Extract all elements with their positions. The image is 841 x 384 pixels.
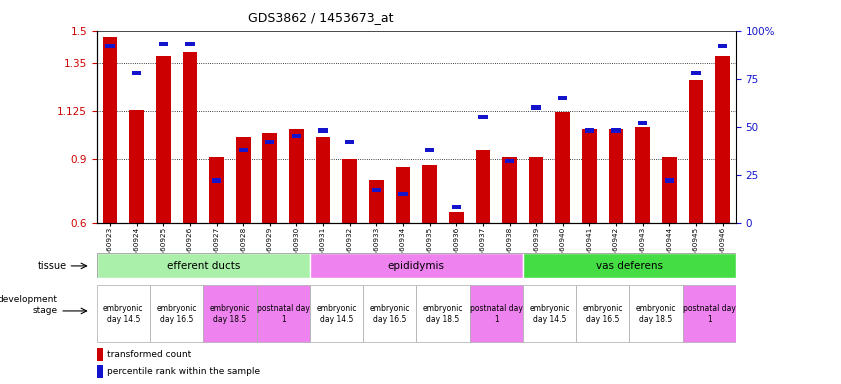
Text: embryonic
day 18.5: embryonic day 18.5 (423, 304, 463, 324)
Bar (235, 137, 251, 223)
Text: transformed count: transformed count (107, 350, 191, 359)
Bar (638, 121, 648, 125)
Bar (584, 128, 594, 133)
Bar (452, 205, 461, 210)
Bar (204, 285, 257, 343)
Bar (576, 285, 629, 343)
Bar (629, 285, 683, 343)
Text: postnatal day
1: postnatal day 1 (470, 304, 522, 324)
Bar (97, 348, 103, 361)
Bar (523, 253, 736, 278)
Bar (309, 253, 523, 278)
Bar (662, 157, 677, 223)
Bar (103, 37, 118, 223)
Bar (635, 127, 650, 223)
Text: embryonic
day 18.5: embryonic day 18.5 (636, 304, 676, 324)
Bar (469, 285, 523, 343)
Bar (395, 167, 410, 223)
Bar (185, 42, 194, 46)
Bar (475, 150, 490, 223)
Text: postnatal day
1: postnatal day 1 (683, 304, 736, 324)
Text: embryonic
day 16.5: embryonic day 16.5 (156, 304, 197, 324)
Text: efferent ducts: efferent ducts (167, 261, 240, 271)
Bar (156, 56, 171, 223)
Bar (159, 42, 168, 46)
Bar (502, 157, 517, 223)
Bar (532, 105, 541, 109)
Text: embryonic
day 18.5: embryonic day 18.5 (209, 304, 250, 324)
Bar (529, 157, 543, 223)
Bar (182, 52, 198, 223)
Text: embryonic
day 14.5: embryonic day 14.5 (316, 304, 357, 324)
Text: embryonic
day 16.5: embryonic day 16.5 (583, 304, 623, 324)
Text: percentile rank within the sample: percentile rank within the sample (107, 367, 260, 376)
Bar (715, 56, 730, 223)
Text: GDS3862 / 1453673_at: GDS3862 / 1453673_at (247, 12, 394, 25)
Bar (97, 285, 150, 343)
Bar (416, 285, 469, 343)
Bar (130, 110, 144, 223)
Text: tissue: tissue (38, 261, 66, 271)
Bar (689, 80, 703, 223)
Bar (319, 128, 328, 133)
Bar (425, 148, 434, 152)
Bar (239, 148, 248, 152)
Bar (315, 137, 331, 223)
Bar (399, 192, 408, 196)
Bar (209, 157, 224, 223)
Bar (342, 159, 357, 223)
Bar (97, 253, 309, 278)
Bar (479, 115, 488, 119)
Bar (558, 96, 568, 100)
Bar (212, 178, 221, 183)
Text: epididymis: epididymis (388, 261, 445, 271)
Text: development
stage: development stage (0, 295, 57, 315)
Bar (664, 178, 674, 183)
Bar (582, 129, 597, 223)
Bar (289, 129, 304, 223)
Bar (265, 140, 274, 144)
Text: embryonic
day 14.5: embryonic day 14.5 (529, 304, 569, 324)
Text: embryonic
day 16.5: embryonic day 16.5 (369, 304, 410, 324)
Bar (132, 71, 141, 75)
Bar (292, 134, 301, 139)
Bar (363, 285, 416, 343)
Bar (683, 285, 736, 343)
Bar (611, 128, 621, 133)
Bar (691, 71, 701, 75)
Bar (309, 285, 363, 343)
Bar (105, 44, 114, 48)
Bar (150, 285, 204, 343)
Bar (609, 129, 623, 223)
Bar (257, 285, 309, 343)
Bar (555, 112, 570, 223)
Text: postnatal day
1: postnatal day 1 (257, 304, 309, 324)
Bar (97, 365, 103, 379)
Text: vas deferens: vas deferens (595, 261, 663, 271)
Bar (372, 188, 381, 192)
Bar (523, 285, 576, 343)
Text: embryonic
day 14.5: embryonic day 14.5 (103, 304, 144, 324)
Bar (718, 44, 727, 48)
Bar (449, 212, 463, 223)
Bar (345, 140, 354, 144)
Bar (262, 133, 278, 223)
Bar (505, 159, 514, 164)
Bar (369, 180, 383, 223)
Bar (422, 165, 437, 223)
